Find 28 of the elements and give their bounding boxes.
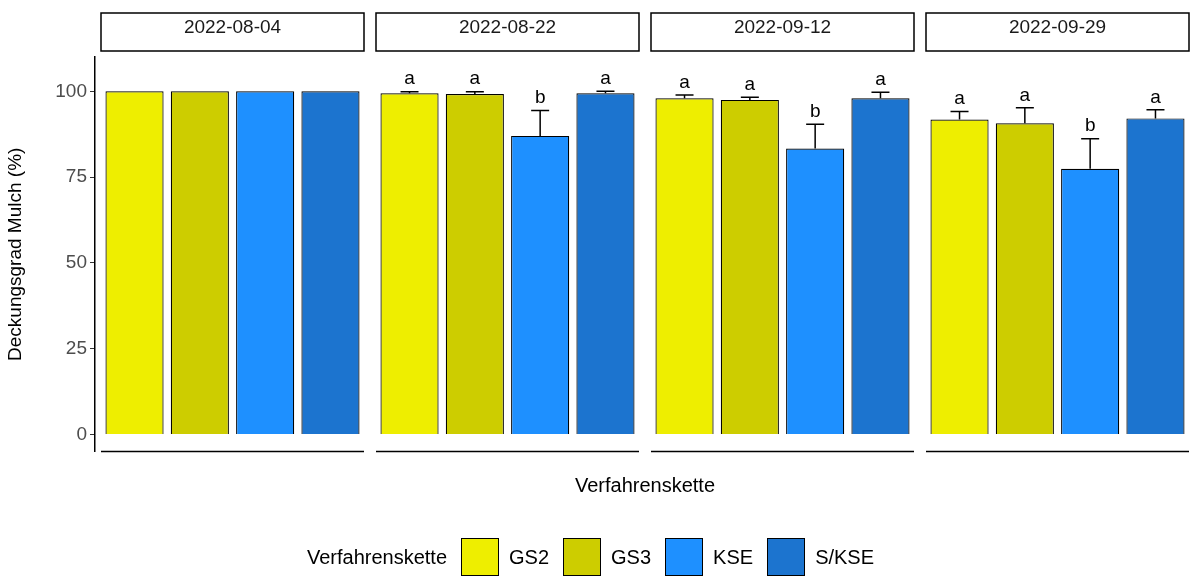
y-tick-label: 50 <box>65 251 87 273</box>
data-label: b <box>534 86 546 108</box>
data-label: a <box>679 70 691 92</box>
x-axis-title: Verfahrenskette <box>573 474 717 497</box>
data-label: a <box>875 68 887 90</box>
data-label: b <box>809 99 821 121</box>
data-label: a <box>1019 83 1031 105</box>
x-tick-label: 2022-08-04 <box>183 15 282 37</box>
legend-label: GS2 <box>509 545 550 569</box>
y-tick-label: 0 <box>76 422 87 444</box>
data-label: a <box>744 72 756 94</box>
data-label: a <box>600 67 612 89</box>
y-tick-label: 100 <box>55 79 87 101</box>
y-tick-label: 75 <box>65 165 87 187</box>
x-tick-label: 2022-09-12 <box>733 15 832 37</box>
y-axis-title: Deckungsgrad Mulch (%) <box>3 147 25 361</box>
data-label: a <box>1150 85 1162 107</box>
legend-label: GS3 <box>611 545 652 569</box>
data-label: a <box>954 87 966 109</box>
legend-title: Verfahrenskette <box>306 545 448 569</box>
x-tick-label: 2022-08-22 <box>458 15 557 37</box>
legend-label: KSE <box>713 545 754 569</box>
data-label: a <box>404 67 416 89</box>
data-label: a <box>469 67 481 89</box>
y-tick-label: 25 <box>65 336 87 358</box>
legend-label: S/KSE <box>815 545 875 569</box>
x-tick-label: 2022-09-29 <box>1008 15 1107 37</box>
data-label: b <box>1084 114 1096 136</box>
